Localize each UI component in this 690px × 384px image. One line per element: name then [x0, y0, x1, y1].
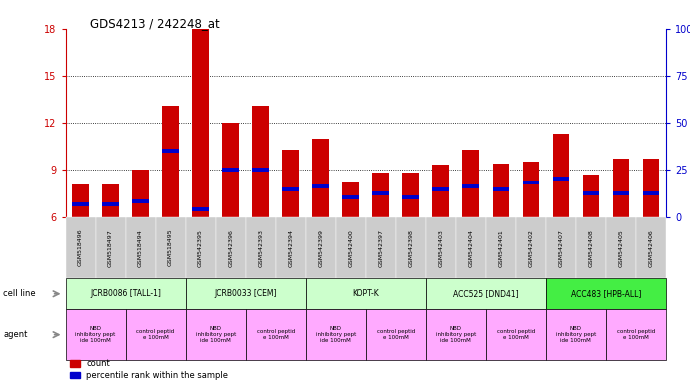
Text: GSM542397: GSM542397 [378, 229, 383, 266]
Text: NBD
inhibitory pept
ide 100mM: NBD inhibitory pept ide 100mM [75, 326, 116, 343]
Text: GSM542401: GSM542401 [498, 229, 503, 266]
Bar [433, 165, 449, 217]
Text: GSM542406: GSM542406 [649, 229, 653, 266]
Bar [493, 164, 509, 217]
Bar [553, 177, 569, 181]
Text: GSM542399: GSM542399 [318, 229, 323, 266]
Bar [433, 187, 449, 191]
Text: agent: agent [3, 330, 28, 339]
Bar [373, 173, 389, 217]
Text: GSM518494: GSM518494 [138, 229, 143, 266]
Bar [222, 168, 239, 172]
Text: GSM542394: GSM542394 [288, 229, 293, 266]
Legend: count, percentile rank within the sample: count, percentile rank within the sample [70, 359, 228, 380]
Text: NBD
inhibitory pept
ide 100mM: NBD inhibitory pept ide 100mM [315, 326, 356, 343]
Text: NBD
inhibitory pept
ide 100mM: NBD inhibitory pept ide 100mM [435, 326, 476, 343]
Bar [613, 159, 629, 217]
Text: control peptid
e 100mM: control peptid e 100mM [377, 329, 415, 340]
Text: ACC483 [HPB-ALL]: ACC483 [HPB-ALL] [571, 289, 641, 298]
Text: GSM542402: GSM542402 [529, 229, 533, 266]
Bar [342, 195, 359, 199]
Bar [162, 149, 179, 153]
Bar [132, 199, 149, 203]
Bar [253, 168, 269, 172]
Bar [613, 192, 629, 195]
Bar [102, 202, 119, 206]
Text: GSM542403: GSM542403 [438, 229, 443, 266]
Bar [282, 187, 299, 191]
Text: control peptid
e 100mM: control peptid e 100mM [497, 329, 535, 340]
Bar [132, 170, 149, 217]
Text: KOPT-K: KOPT-K [353, 289, 379, 298]
Text: GSM542398: GSM542398 [408, 229, 413, 266]
Bar [193, 29, 209, 217]
Text: cell line: cell line [3, 289, 36, 298]
Text: GSM542405: GSM542405 [618, 229, 623, 266]
Text: GSM518495: GSM518495 [168, 229, 173, 266]
Bar [72, 184, 89, 217]
Text: GDS4213 / 242248_at: GDS4213 / 242248_at [90, 17, 219, 30]
Text: GSM542396: GSM542396 [228, 229, 233, 266]
Bar [102, 184, 119, 217]
Bar [582, 192, 599, 195]
Text: GSM542404: GSM542404 [469, 229, 473, 266]
Bar [522, 180, 539, 184]
Text: NBD
inhibitory pept
ide 100mM: NBD inhibitory pept ide 100mM [195, 326, 236, 343]
Text: control peptid
e 100mM: control peptid e 100mM [617, 329, 655, 340]
Bar [553, 134, 569, 217]
Bar [313, 139, 329, 217]
Bar [282, 149, 299, 217]
Text: GSM518497: GSM518497 [108, 229, 113, 266]
Text: ACC525 [DND41]: ACC525 [DND41] [453, 289, 519, 298]
Bar [222, 123, 239, 217]
Text: GSM542395: GSM542395 [198, 229, 203, 266]
Bar [462, 184, 479, 187]
Text: JCRB0033 [CEM]: JCRB0033 [CEM] [215, 289, 277, 298]
Bar [253, 106, 269, 217]
Text: NBD
inhibitory pept
ide 100mM: NBD inhibitory pept ide 100mM [555, 326, 596, 343]
Bar [642, 159, 659, 217]
Text: GSM542408: GSM542408 [589, 229, 593, 266]
Bar [522, 162, 539, 217]
Text: control peptid
e 100mM: control peptid e 100mM [137, 329, 175, 340]
Bar [642, 192, 659, 195]
Text: GSM542400: GSM542400 [348, 229, 353, 266]
Bar [402, 195, 419, 199]
Bar [462, 149, 479, 217]
Text: GSM518496: GSM518496 [78, 229, 83, 266]
Text: GSM542393: GSM542393 [258, 229, 263, 266]
Bar [493, 187, 509, 191]
Text: GSM542407: GSM542407 [558, 229, 563, 266]
Bar [342, 182, 359, 217]
Bar [72, 202, 89, 206]
Bar [582, 175, 599, 217]
Bar [313, 184, 329, 187]
Text: JCRB0086 [TALL-1]: JCRB0086 [TALL-1] [90, 289, 161, 298]
Bar [373, 192, 389, 195]
Text: control peptid
e 100mM: control peptid e 100mM [257, 329, 295, 340]
Bar [402, 173, 419, 217]
Bar [162, 106, 179, 217]
Bar [193, 207, 209, 211]
